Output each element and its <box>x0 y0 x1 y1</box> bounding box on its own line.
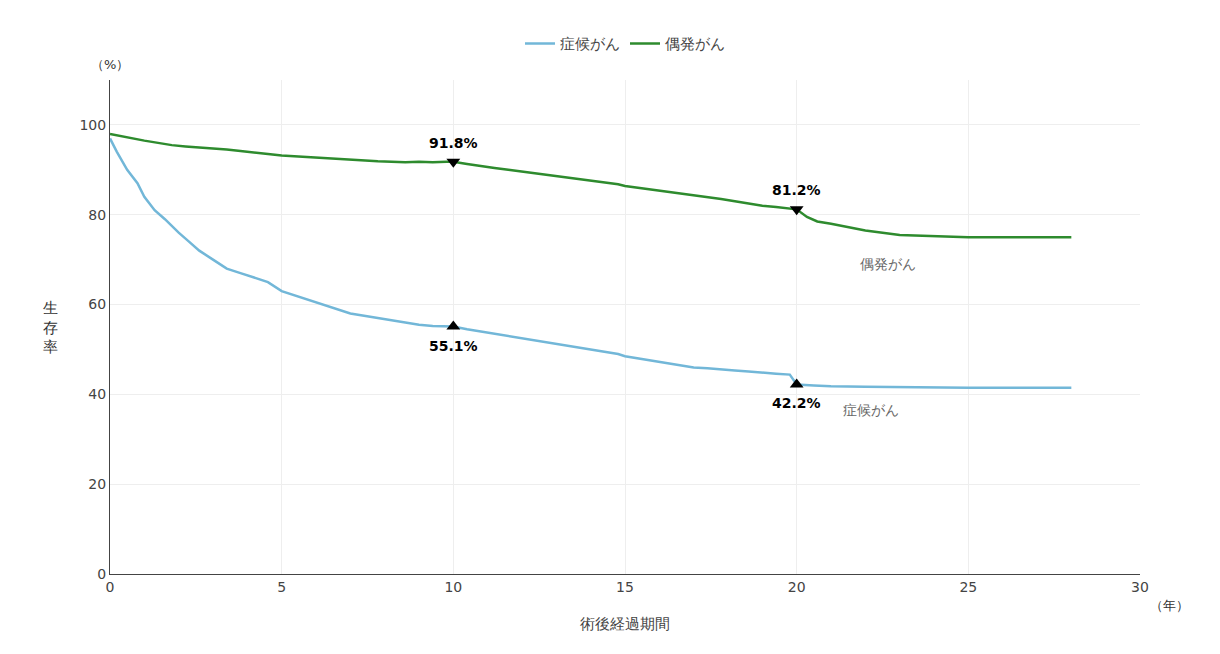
svg-text:55.1%: 55.1% <box>429 338 478 354</box>
svg-text:症候がん: 症候がん <box>560 35 620 53</box>
svg-text:15: 15 <box>616 579 634 595</box>
svg-text:81.2%: 81.2% <box>772 182 821 198</box>
svg-text:偶発がん: 偶発がん <box>860 256 916 272</box>
svg-text:80: 80 <box>88 207 106 223</box>
svg-text:10: 10 <box>444 579 462 595</box>
svg-text:症候がん: 症候がん <box>843 402 899 418</box>
svg-text:20: 20 <box>788 579 806 595</box>
svg-text:5: 5 <box>277 579 286 595</box>
svg-text:30: 30 <box>1131 579 1149 595</box>
svg-text:（年）: （年） <box>1150 598 1189 613</box>
svg-text:偶発がん: 偶発がん <box>665 35 725 53</box>
svg-text:0: 0 <box>106 579 115 595</box>
svg-text:25: 25 <box>959 579 977 595</box>
svg-text:0: 0 <box>97 566 106 582</box>
svg-text:91.8%: 91.8% <box>429 135 478 151</box>
svg-text:40: 40 <box>88 386 106 402</box>
svg-text:生存率: 生存率 <box>43 299 58 356</box>
svg-text:術後経過期間: 術後経過期間 <box>580 615 670 633</box>
svg-text:42.2%: 42.2% <box>772 395 821 411</box>
svg-text:20: 20 <box>88 476 106 492</box>
svg-text:60: 60 <box>88 296 106 312</box>
svg-text:（%）: （%） <box>91 57 129 72</box>
svg-text:100: 100 <box>79 117 106 133</box>
